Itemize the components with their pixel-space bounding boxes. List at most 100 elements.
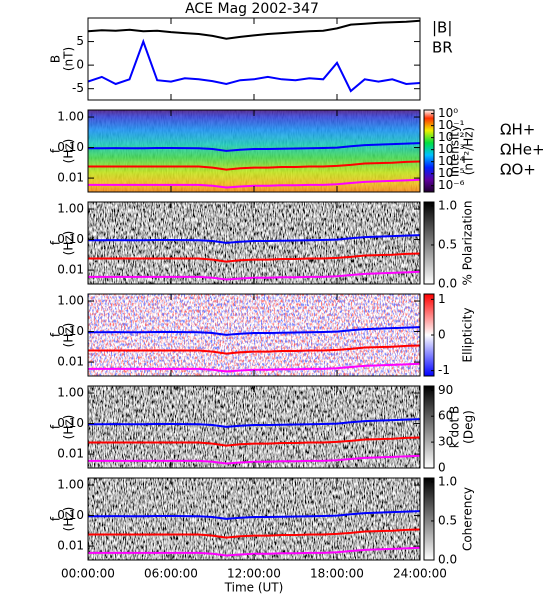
colorbar-tick-label: 10⁰ (438, 106, 458, 120)
y-tick-label: 0.01 (57, 263, 84, 277)
x-axis-label: Time (UT) (224, 581, 284, 595)
spectrogram-bg (88, 202, 420, 284)
data-line (88, 178, 420, 189)
panel (88, 202, 420, 284)
y-tick-label: 1.00 (57, 478, 84, 492)
y-axis-label: (Hz) (62, 507, 76, 532)
colorbar-tick-label: 1.0 (438, 474, 457, 488)
data-line (88, 454, 420, 465)
y-tick-label: 0.10 (57, 140, 84, 154)
y-tick-label: 0.01 (57, 355, 84, 369)
data-line (88, 546, 420, 557)
colorbar-tick-label: 1.0 (438, 198, 457, 212)
colorbar (423, 385, 435, 469)
data-line (88, 510, 420, 520)
colorbar-label: % Polarization (461, 201, 475, 286)
legend-entry: ΩHe+ (500, 141, 545, 159)
colorbar-tick-label: 10⁻⁶ (438, 178, 465, 192)
y-axis-label: f (49, 148, 63, 153)
y-tick-label: 0 (76, 58, 84, 72)
data-line (88, 19, 420, 40)
colorbar-tick-label: 0.5 (438, 237, 457, 251)
y-tick-label: 1.00 (57, 386, 84, 400)
y-axis-label: (Hz) (62, 139, 76, 164)
x-tick-label: 18:00:00 (310, 567, 364, 581)
y-axis-label: (Hz) (62, 415, 76, 440)
y-tick-label: 0.01 (57, 539, 84, 553)
colorbar-tick-label: 0 (438, 461, 446, 475)
x-tick-label: 06:00:00 (144, 567, 198, 581)
data-line (88, 38, 420, 93)
y-tick-label: 0.10 (57, 416, 84, 430)
spectrogram-texture (88, 110, 420, 192)
y-tick-label: 5 (76, 34, 84, 48)
spectrogram-texture (88, 294, 420, 376)
panel (88, 478, 420, 560)
data-line (88, 344, 420, 355)
y-tick-label: 0.10 (57, 232, 84, 246)
data-line (88, 252, 420, 263)
colorbar-tick-label: 10⁻³ (438, 142, 465, 156)
data-line (88, 142, 420, 152)
y-axis-label: f (49, 332, 63, 337)
y-tick-label: 1.00 (57, 202, 84, 216)
y-tick-label: 1.00 (57, 294, 84, 308)
spectrogram-bg (88, 386, 420, 468)
y-tick-label: 0.10 (57, 508, 84, 522)
y-axis-label: f (49, 424, 63, 429)
data-line (88, 528, 420, 539)
y-axis-label: B (49, 55, 63, 63)
colorbar-tick-label: 10⁻⁵ (438, 166, 465, 180)
y-tick-label: -5 (72, 81, 84, 95)
colorbar-label: (Deg) (462, 410, 476, 444)
colorbar-tick-label: 10⁻¹ (438, 118, 465, 132)
colorbar-label: Intensity (448, 125, 462, 177)
colorbar-label: Coherency (461, 487, 475, 551)
colorbar-tick-label: 90 (438, 383, 453, 397)
colorbar-label: (nT²/Hz) (462, 127, 476, 175)
y-axis-label: (Hz) (62, 323, 76, 348)
data-line (88, 270, 420, 281)
colorbar-tick-label: 30 (438, 435, 453, 449)
chart-title: ACE Mag 2002-347 (185, 1, 319, 17)
colorbar (423, 201, 435, 285)
colorbar-tick-label: 0.0 (438, 277, 457, 291)
y-tick-label: 0.10 (57, 324, 84, 338)
panel (88, 294, 420, 376)
y-tick-label: 0.01 (57, 447, 84, 461)
data-line (88, 436, 420, 447)
legend-entry: BR (432, 39, 453, 57)
colorbar-tick-label: -1 (438, 363, 450, 377)
y-tick-label: 1.00 (57, 110, 84, 124)
colorbar-tick-label: 0.5 (438, 513, 457, 527)
legend-entry: |B| (432, 19, 452, 37)
panel (88, 19, 420, 93)
colorbar-tick-label: 10⁻² (438, 130, 465, 144)
y-tick-label: 0.01 (57, 171, 84, 185)
x-tick-label: 12:00:00 (227, 567, 281, 581)
data-line (88, 234, 420, 244)
data-line (88, 362, 420, 373)
colorbar (423, 477, 435, 561)
colorbar-tick-label: 10⁻⁴ (438, 154, 465, 168)
colorbar (423, 109, 435, 193)
y-axis-label: (Hz) (62, 231, 76, 256)
data-line (88, 160, 420, 171)
colorbar-label: Ellipticity (461, 308, 475, 363)
panel (88, 110, 420, 192)
legend-entry: ΩH+ (500, 121, 535, 139)
data-line (88, 326, 420, 336)
y-axis-label: (nT) (62, 47, 76, 71)
spectrogram-bg (88, 478, 420, 560)
y-axis-label: f (49, 240, 63, 245)
y-axis-label: f (49, 516, 63, 521)
colorbar-tick-label: 60 (438, 409, 453, 423)
x-tick-label: 00:00:00 (61, 567, 115, 581)
colorbar-tick-label: 0.0 (438, 553, 457, 567)
colorbar-label: k dot B (448, 406, 462, 448)
legend-entry: ΩO+ (500, 161, 536, 179)
panel (88, 386, 420, 468)
x-tick-label: 24:00:00 (393, 567, 447, 581)
data-line (88, 418, 420, 428)
